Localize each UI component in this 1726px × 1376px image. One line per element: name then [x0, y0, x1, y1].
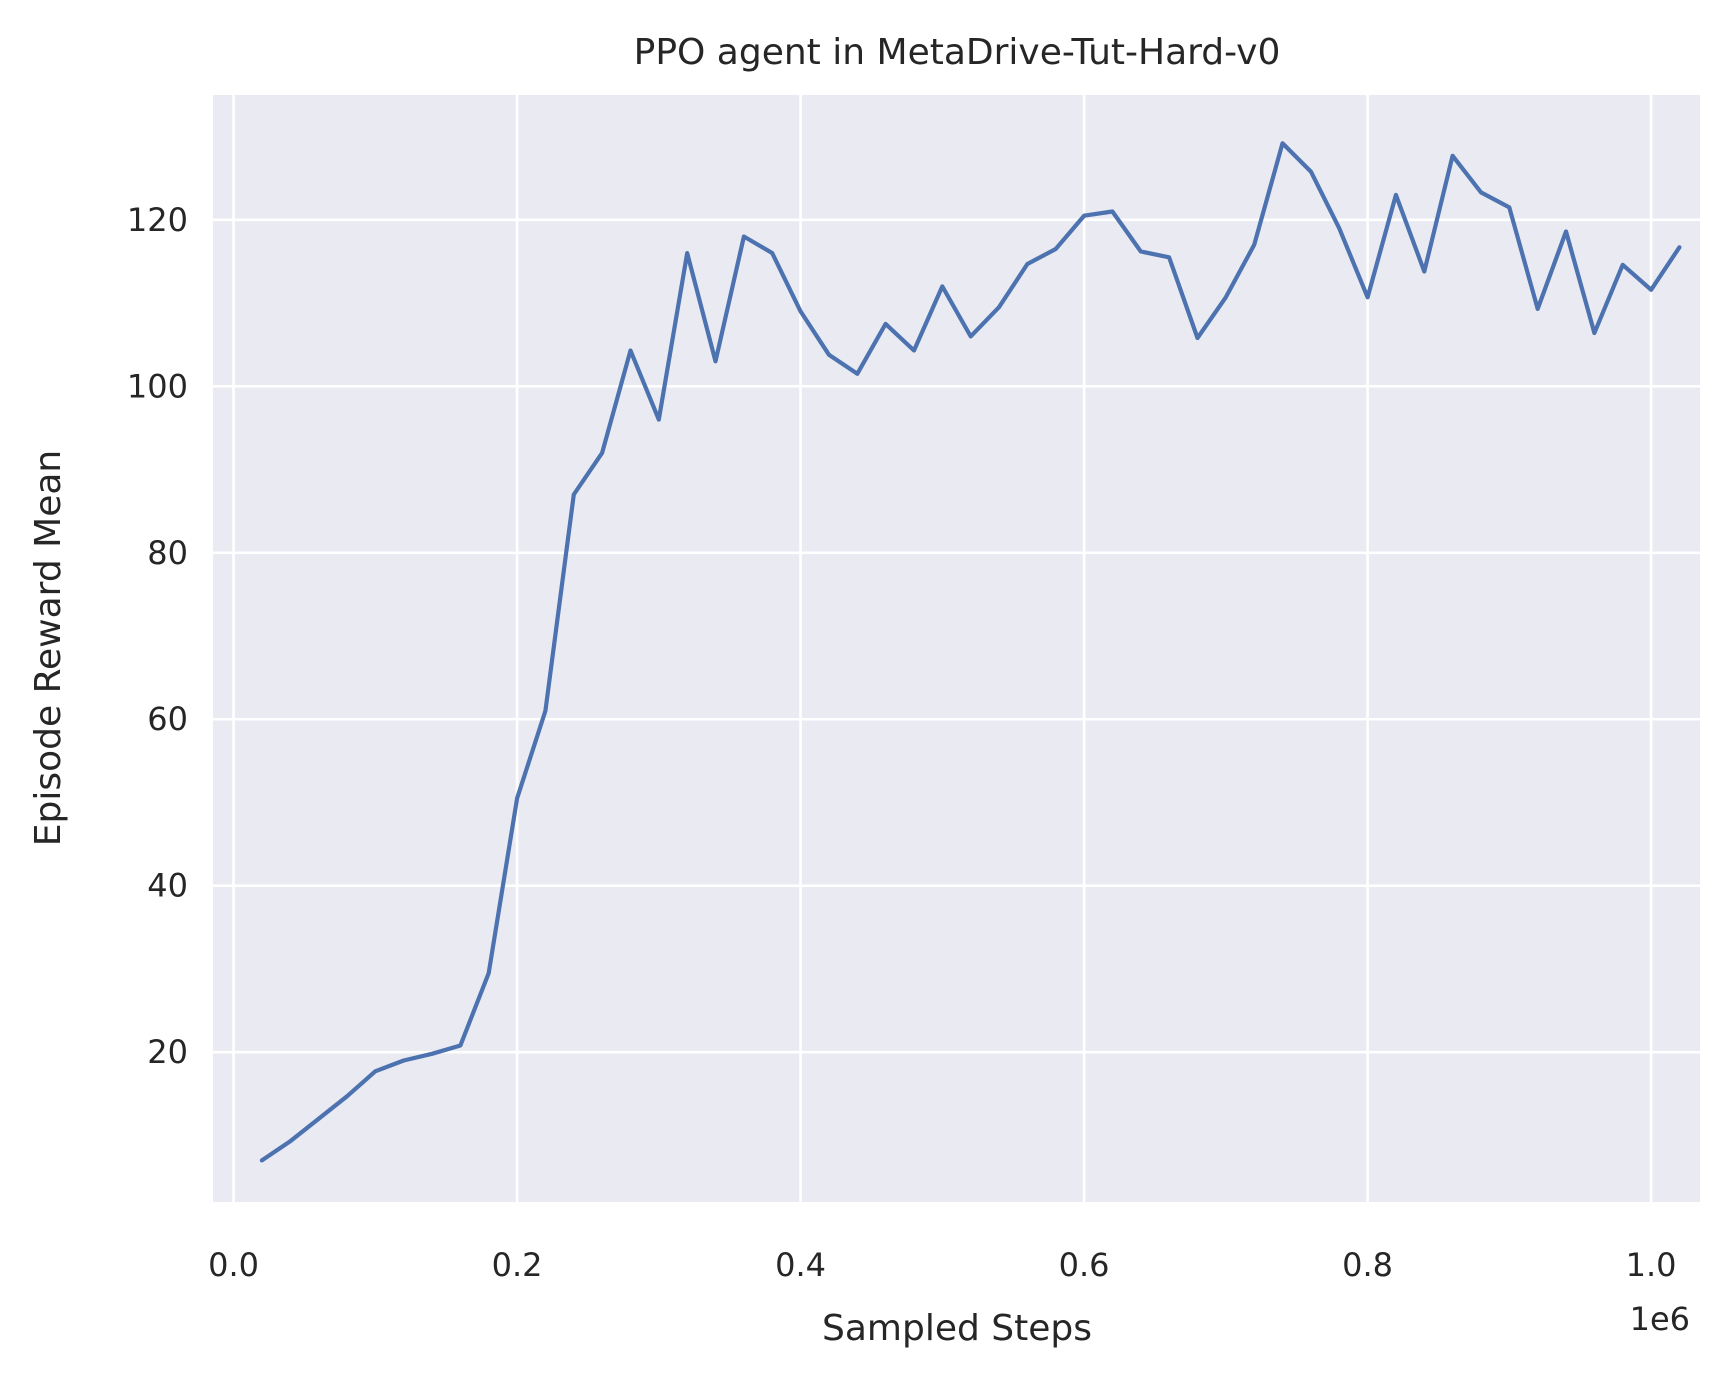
data-point — [1649, 287, 1653, 292]
x-offset-label: 1e6 — [1630, 1300, 1690, 1338]
y-gridlines — [213, 218, 1700, 1054]
data-point — [1025, 262, 1030, 266]
data-point — [798, 309, 803, 314]
data-point — [770, 251, 775, 255]
y-tick-label: 80 — [147, 534, 188, 572]
data-point — [940, 284, 945, 289]
data-point — [1535, 307, 1540, 311]
data-point — [1450, 153, 1455, 158]
y-tick-label: 60 — [147, 700, 188, 738]
series-group — [259, 141, 1682, 1163]
data-point — [401, 1058, 406, 1063]
data-point — [827, 352, 831, 357]
data-point — [628, 348, 633, 353]
data-point — [1110, 209, 1115, 214]
x-tick-label: 1.0 — [1626, 1246, 1677, 1284]
data-point — [1564, 229, 1568, 234]
data-point — [1252, 243, 1256, 247]
y-tick-label: 40 — [147, 867, 188, 905]
data-point — [288, 1139, 293, 1144]
data-point — [1620, 262, 1625, 267]
data-point — [855, 372, 860, 376]
x-tick-label: 0.6 — [1059, 1246, 1110, 1284]
data-point — [883, 322, 888, 326]
data-point — [1394, 193, 1398, 197]
data-point — [486, 971, 491, 975]
data-point — [685, 251, 689, 255]
data-point — [742, 234, 746, 239]
data-point — [515, 796, 519, 801]
data-point — [458, 1043, 463, 1048]
data-point — [1138, 249, 1143, 254]
data-point — [316, 1116, 321, 1121]
data-point — [1337, 226, 1342, 230]
y-tick-label: 100 — [127, 367, 188, 405]
y-tick-labels: 20 40 60 80 100 120 — [127, 201, 188, 1071]
x-tick-label: 0.8 — [1342, 1246, 1393, 1284]
data-point — [1195, 336, 1200, 340]
data-point — [1309, 169, 1313, 174]
data-point — [600, 451, 604, 455]
data-point — [373, 1069, 378, 1074]
y-axis-label: Episode Reward Mean — [28, 450, 69, 846]
data-point — [543, 709, 548, 713]
data-point — [260, 1158, 264, 1163]
data-point — [1082, 213, 1086, 218]
data-point — [912, 348, 916, 353]
data-point — [430, 1052, 434, 1056]
y-tick-label: 120 — [127, 201, 188, 239]
data-point — [1280, 141, 1285, 146]
data-point — [1677, 245, 1682, 250]
data-point — [1053, 247, 1058, 251]
data-point — [713, 359, 718, 364]
data-point — [1507, 205, 1512, 210]
data-point — [1592, 331, 1597, 335]
x-tick-label: 0.4 — [775, 1246, 826, 1284]
data-point — [997, 305, 1001, 310]
chart-title: PPO agent in MetaDrive-Tut-Hard-v0 — [634, 32, 1281, 73]
data-point — [1422, 269, 1427, 274]
x-tick-labels: 0.0 0.2 0.4 0.6 0.8 1.0 — [208, 1246, 1676, 1284]
plot-area — [213, 95, 1700, 1202]
x-tick-label: 0.2 — [492, 1246, 543, 1284]
data-point — [657, 417, 661, 422]
x-gridlines — [232, 95, 1653, 1202]
x-tick-label: 0.0 — [208, 1246, 259, 1284]
y-tick-label: 20 — [147, 1033, 188, 1071]
data-point — [1365, 295, 1370, 300]
data-point — [1224, 295, 1228, 300]
data-point — [968, 334, 973, 339]
x-axis-label: Sampled Steps — [822, 1308, 1092, 1349]
data-point — [1167, 255, 1171, 260]
data-point — [1479, 190, 1483, 195]
data-point — [345, 1094, 349, 1099]
data-point — [571, 492, 576, 497]
